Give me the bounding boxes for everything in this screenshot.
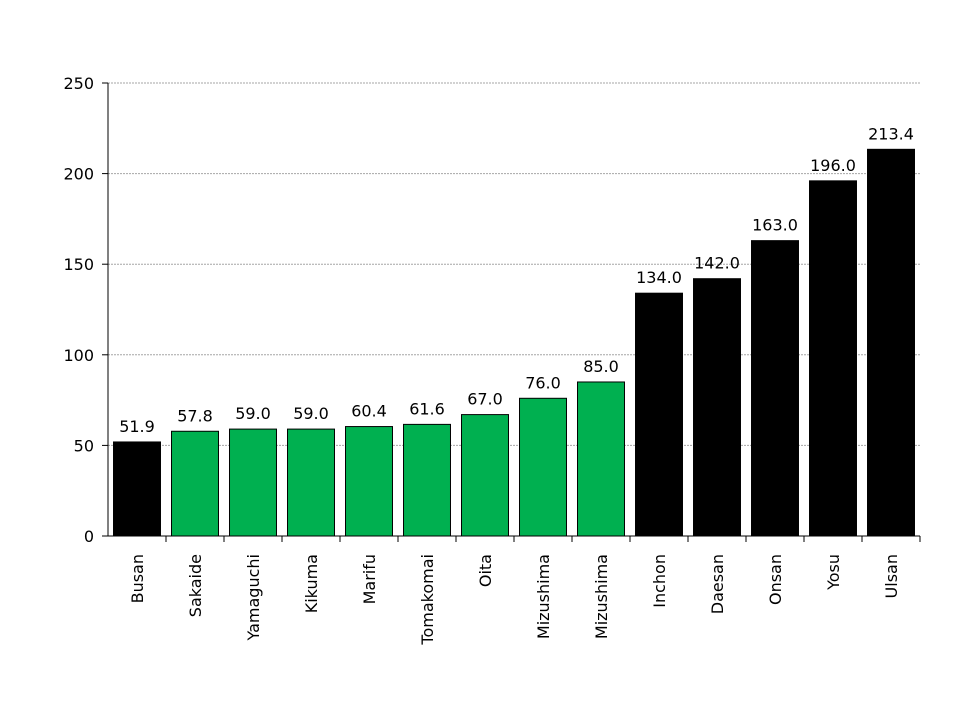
- bar: [345, 426, 393, 537]
- bar: [577, 381, 625, 537]
- x-tick-label: Sakaide: [186, 554, 205, 617]
- data-label: 213.4: [868, 124, 914, 143]
- bar: [519, 397, 567, 537]
- y-tick-label: 100: [63, 346, 94, 365]
- bar: [113, 441, 161, 537]
- bar: [229, 428, 277, 537]
- data-label: 76.0: [525, 373, 561, 392]
- x-tick-label: Kikuma: [302, 554, 321, 613]
- data-label: 142.0: [694, 254, 740, 273]
- data-label: 163.0: [752, 216, 798, 235]
- x-tick-label: Marifu: [360, 554, 379, 604]
- bar: [287, 428, 335, 537]
- y-tick-label: 200: [63, 165, 94, 184]
- bar: [461, 414, 509, 537]
- y-tick-label: 50: [74, 436, 94, 455]
- data-label: 134.0: [636, 268, 682, 287]
- bar: [751, 240, 799, 537]
- bar: [693, 278, 741, 537]
- data-label: 59.0: [235, 404, 271, 423]
- y-tick-label: 250: [63, 74, 94, 93]
- x-tick-label: Ulsan: [882, 554, 901, 598]
- bar: [635, 292, 683, 537]
- bar: [809, 180, 857, 537]
- x-tick-label: Daesan: [708, 554, 727, 614]
- data-label: 57.8: [177, 406, 213, 425]
- bar: [171, 430, 219, 537]
- bar: [403, 423, 451, 537]
- data-label: 67.0: [467, 390, 503, 409]
- data-label: 196.0: [810, 156, 856, 175]
- x-tick-label: Mizushima: [534, 554, 553, 639]
- x-tick-label: Busan: [128, 554, 147, 603]
- y-tick-label: 0: [84, 527, 94, 546]
- x-tick-label: Oita: [476, 554, 495, 587]
- y-tick-label: 150: [63, 255, 94, 274]
- x-tick-label: Yamaguchi: [244, 554, 263, 641]
- data-label: 59.0: [293, 404, 329, 423]
- data-label: 60.4: [351, 402, 387, 421]
- x-tick-label: Mizushima: [592, 554, 611, 639]
- data-label: 51.9: [119, 417, 155, 436]
- bars: [113, 148, 915, 537]
- data-label: 61.6: [409, 399, 445, 418]
- axes: 0 50 100 150 200 250 Busan Sakaide Yamaguchi Kiku…: [63, 74, 921, 646]
- data-labels: 51.9 57.8 59.0 59.0 60.4 61.6 67.0 76.0 85.0 134.…: [119, 124, 914, 436]
- x-tick-label: Onsan: [766, 554, 785, 605]
- bar: [867, 148, 915, 537]
- x-tick-label: Inchon: [650, 554, 669, 608]
- x-tick-label: Yosu: [824, 554, 843, 591]
- data-label: 85.0: [583, 357, 619, 376]
- x-tick-label: Tomakomai: [418, 554, 437, 646]
